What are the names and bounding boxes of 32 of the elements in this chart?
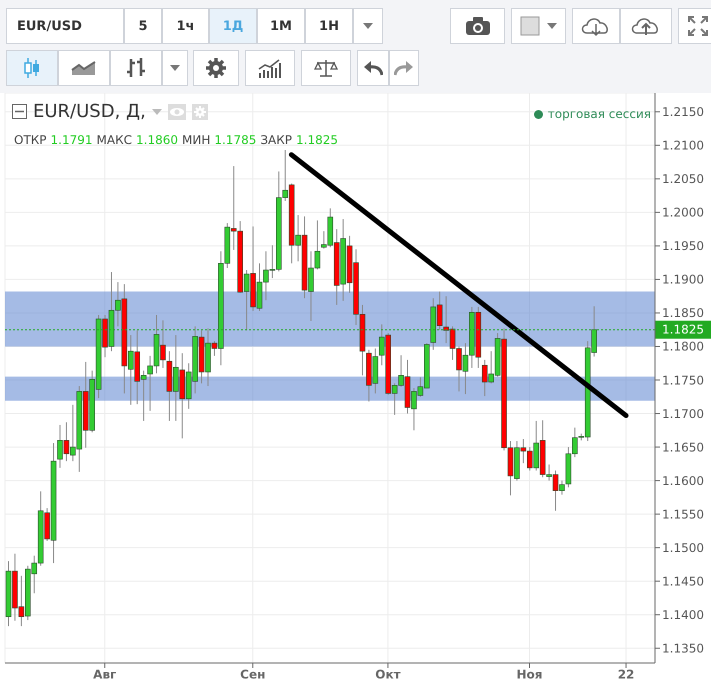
text: 1Д <box>222 18 244 34</box>
y-tick-label: 1.1600 <box>662 474 704 488</box>
x-tick-label: Сен <box>240 668 266 682</box>
text: 1Н <box>319 18 339 34</box>
y-tick-label: 1.2100 <box>662 138 704 153</box>
x-tick-label: Ноя <box>516 668 543 682</box>
y-tick-label: 1.1450 <box>662 574 704 588</box>
text: ОТКР 1.1791 МАКС 1.1860 МИН 1.1785 ЗАКР 1.1825 <box>14 133 338 147</box>
text: 1ч <box>176 18 194 34</box>
y-tick-label: 1.1400 <box>662 608 704 622</box>
text: EUR/USD <box>16 18 83 34</box>
y-tick-label: 1.1650 <box>662 440 704 454</box>
y-tick-label: 1.1850 <box>662 306 704 320</box>
y-tick-label: 1.2000 <box>662 206 704 220</box>
x-tick-label: Окт <box>375 668 401 682</box>
y-tick-label: 1.1900 <box>662 272 704 287</box>
ref-line-label: 1.1825 <box>662 322 704 337</box>
text: EUR/USD, Д, <box>33 101 146 122</box>
y-tick-label: 1.1950 <box>662 239 704 254</box>
y-tick-label: 1.1350 <box>662 642 704 656</box>
y-tick-label: 1.1750 <box>662 373 704 388</box>
text: 1М <box>270 18 292 34</box>
y-tick-label: 1.1800 <box>662 340 704 354</box>
y-tick-label: 1.1700 <box>662 406 704 421</box>
y-tick-label: 1.1550 <box>662 507 704 522</box>
annotation: торговая сессия <box>548 107 651 121</box>
y-tick-label: 1.1500 <box>662 540 704 555</box>
x-tick-label: 22 <box>618 668 634 682</box>
y-tick-label: 1.2150 <box>662 105 704 120</box>
y-tick-label: 1.2050 <box>662 172 704 186</box>
x-tick-label: Авг <box>93 668 116 682</box>
text: 5 <box>138 18 148 34</box>
